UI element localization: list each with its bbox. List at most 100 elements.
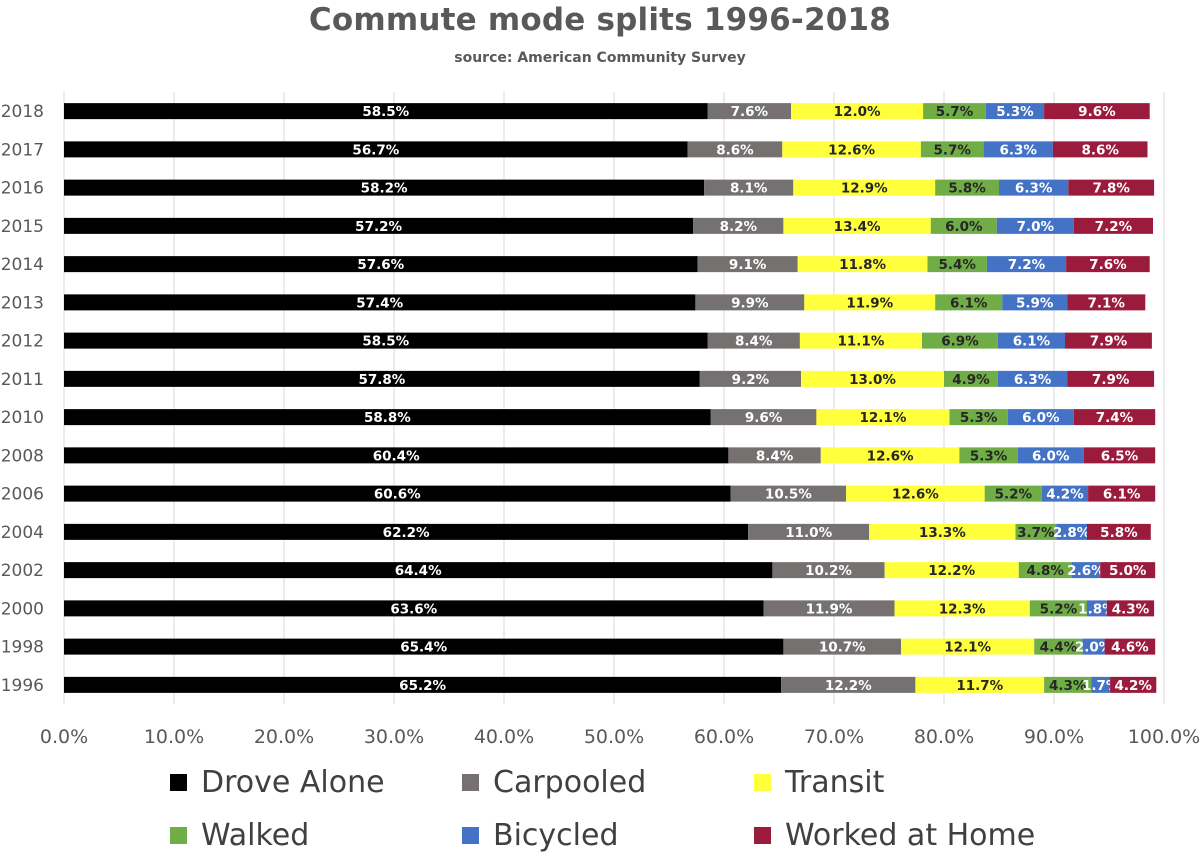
- bar-segment-transit: [791, 103, 924, 120]
- data-label: 12.9%: [841, 181, 888, 197]
- data-label: 5.2%: [1040, 601, 1078, 617]
- x-tick-label: 40.0%: [474, 726, 534, 748]
- data-label: 12.6%: [892, 487, 939, 503]
- chart-subtitle: source: American Community Survey: [454, 50, 746, 66]
- bar-segment-walked: [984, 485, 1042, 502]
- bar-segment-carpooled: [748, 523, 870, 540]
- bar-segment-walked: [935, 179, 999, 196]
- data-label: 11.0%: [785, 525, 832, 541]
- y-category-label: 2010: [1, 408, 44, 428]
- y-category-label: 2014: [1, 255, 44, 275]
- data-label: 64.4%: [395, 563, 442, 579]
- data-label: 62.2%: [383, 525, 430, 541]
- bar-segment-walked: [1034, 638, 1083, 655]
- bar-segment-walked: [927, 256, 987, 273]
- data-label: 6.3%: [1015, 181, 1053, 197]
- data-label: 12.6%: [828, 142, 875, 158]
- data-label: 6.0%: [1032, 448, 1070, 464]
- data-label: 58.5%: [362, 334, 409, 350]
- data-label: 7.0%: [1017, 219, 1055, 235]
- data-label: 2.0%: [1075, 640, 1113, 656]
- x-tick-label: 20.0%: [254, 726, 314, 748]
- bar-segment-bicycled: [999, 179, 1069, 196]
- bar-segment-bicycled: [997, 370, 1068, 387]
- data-label: 58.2%: [361, 181, 408, 197]
- data-label: 5.7%: [936, 104, 974, 120]
- legend-item-drove-alone: Drove Alone: [170, 765, 385, 800]
- data-label: 60.4%: [373, 448, 420, 464]
- bar-segment-bicycled: [1071, 562, 1101, 579]
- data-label: 7.2%: [1095, 219, 1133, 235]
- bar-segment-carpooled: [697, 256, 798, 273]
- bar-segment-carpooled: [772, 562, 885, 579]
- data-label: 7.9%: [1090, 334, 1128, 350]
- data-label: 7.1%: [1088, 295, 1126, 311]
- bar-segment-carpooled: [704, 179, 794, 196]
- data-label: 8.2%: [720, 219, 758, 235]
- data-label: 12.1%: [860, 410, 907, 426]
- x-tick-label: 10.0%: [144, 726, 204, 748]
- bar-segment-drove-alone: [64, 600, 764, 617]
- bar-segment-bicycled: [986, 256, 1067, 273]
- y-category-label: 2004: [1, 523, 44, 543]
- data-label: 60.6%: [374, 487, 421, 503]
- bar-segment-walked: [922, 332, 998, 349]
- legend-label: Carpooled: [493, 765, 647, 800]
- data-label: 57.8%: [358, 372, 405, 388]
- bar-segment-transit: [801, 370, 944, 387]
- bar-segment-worked-at-home: [1052, 141, 1148, 158]
- legend-swatch: [754, 774, 771, 791]
- bar-segment-carpooled: [781, 676, 916, 693]
- y-category-label: 1998: [1, 638, 44, 658]
- bar-segment-drove-alone: [64, 485, 731, 502]
- bar-segment-drove-alone: [64, 256, 698, 273]
- data-label: 6.3%: [1014, 372, 1052, 388]
- data-label: 12.1%: [944, 640, 991, 656]
- bar-segment-worked-at-home: [1088, 485, 1156, 502]
- data-label: 9.9%: [731, 295, 769, 311]
- bar-segment-carpooled: [687, 141, 783, 158]
- data-label: 58.5%: [362, 104, 409, 120]
- bar-segment-bicycled: [1091, 676, 1111, 693]
- x-tick-label: 80.0%: [914, 726, 974, 748]
- bar-segment-drove-alone: [64, 179, 705, 196]
- data-label: 4.8%: [1026, 563, 1064, 579]
- data-label: 12.2%: [928, 563, 975, 579]
- bar-segment-bicycled: [985, 103, 1045, 120]
- bar-segment-worked-at-home: [1044, 103, 1150, 120]
- bar-segment-bicycled: [1082, 638, 1105, 655]
- bar-segment-carpooled: [695, 294, 805, 311]
- bar-segment-transit: [894, 600, 1030, 617]
- data-label: 4.2%: [1046, 487, 1084, 503]
- data-label: 56.7%: [352, 142, 399, 158]
- data-label: 10.5%: [765, 487, 812, 503]
- x-tick-label: 100.0%: [1128, 726, 1200, 748]
- legend-item-carpooled: Carpooled: [462, 765, 646, 800]
- bar-segment-bicycled: [1017, 447, 1084, 464]
- bar-segment-drove-alone: [64, 103, 708, 120]
- bar-segment-bicycled: [1087, 600, 1107, 617]
- data-label: 5.3%: [970, 448, 1008, 464]
- data-label: 11.7%: [956, 678, 1003, 694]
- bar-segment-transit: [797, 256, 928, 273]
- bar-segment-worked-at-home: [1068, 179, 1155, 196]
- data-label: 8.6%: [1081, 142, 1119, 158]
- legend-item-walked: Walked: [170, 818, 309, 853]
- data-label: 7.4%: [1096, 410, 1134, 426]
- legend-label: Walked: [201, 818, 310, 853]
- data-label: 8.4%: [735, 334, 773, 350]
- bar-segment-bicycled: [983, 141, 1053, 158]
- data-label: 6.0%: [1022, 410, 1060, 426]
- bar-segment-worked-at-home: [1067, 370, 1155, 387]
- data-label: 4.3%: [1049, 678, 1087, 694]
- data-label: 13.0%: [849, 372, 896, 388]
- bar-segment-carpooled: [707, 332, 800, 349]
- data-label: 3.7%: [1017, 525, 1055, 541]
- y-category-label: 2002: [1, 561, 44, 581]
- x-tick-label: 30.0%: [364, 726, 424, 748]
- data-label: 5.0%: [1109, 563, 1147, 579]
- bar-segment-drove-alone: [64, 447, 729, 464]
- bar-segment-transit: [884, 562, 1019, 579]
- bar-segment-worked-at-home: [1110, 676, 1157, 693]
